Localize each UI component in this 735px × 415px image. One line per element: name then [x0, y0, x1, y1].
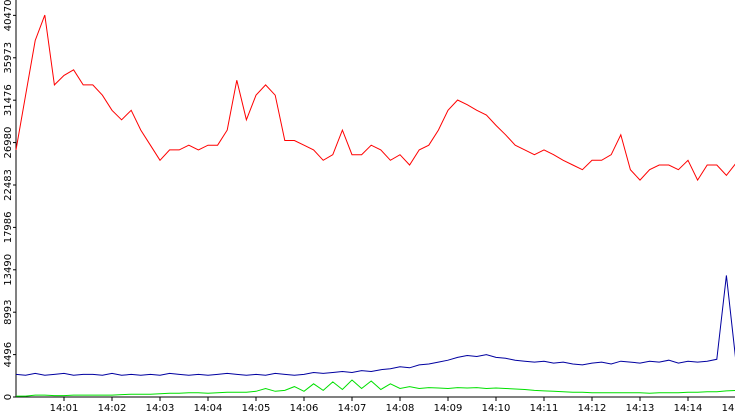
x-tick-label: 14:01 — [50, 403, 79, 414]
x-tick-label: 14:05 — [242, 403, 271, 414]
y-tick-label: 31476 — [3, 84, 14, 116]
x-tick-label: 14:07 — [338, 403, 367, 414]
x-tick-label: 14:11 — [530, 403, 559, 414]
x-tick-label: 14:15 — [722, 403, 735, 414]
x-tick-label: 14:02 — [98, 403, 127, 414]
y-tick-label: 26980 — [3, 127, 14, 159]
y-tick-label: 0 — [3, 394, 14, 400]
series-line — [15, 14, 735, 182]
y-tick-label: 40470 — [3, 0, 14, 31]
x-tick-label: 14:03 — [146, 403, 175, 414]
x-tick-label: 14:04 — [194, 403, 223, 414]
x-tick-label: 14:09 — [434, 403, 463, 414]
y-tick-label: 17986 — [3, 211, 14, 243]
series-line — [15, 275, 735, 376]
series-line — [16, 379, 735, 397]
y-tick-label: 13490 — [3, 254, 14, 286]
y-tick-label: 22483 — [3, 169, 14, 201]
x-tick-label: 14:10 — [482, 403, 511, 414]
y-tick-label: 35973 — [3, 42, 14, 74]
y-tick-label: 8993 — [3, 299, 14, 324]
x-tick-label: 14:06 — [290, 403, 319, 414]
y-tick-label: 4496 — [3, 342, 14, 367]
x-tick-label: 14:08 — [386, 403, 415, 414]
x-tick-label: 14:12 — [578, 403, 607, 414]
x-tick-label: 14:13 — [626, 403, 655, 414]
x-tick-label: 14:14 — [674, 403, 703, 414]
